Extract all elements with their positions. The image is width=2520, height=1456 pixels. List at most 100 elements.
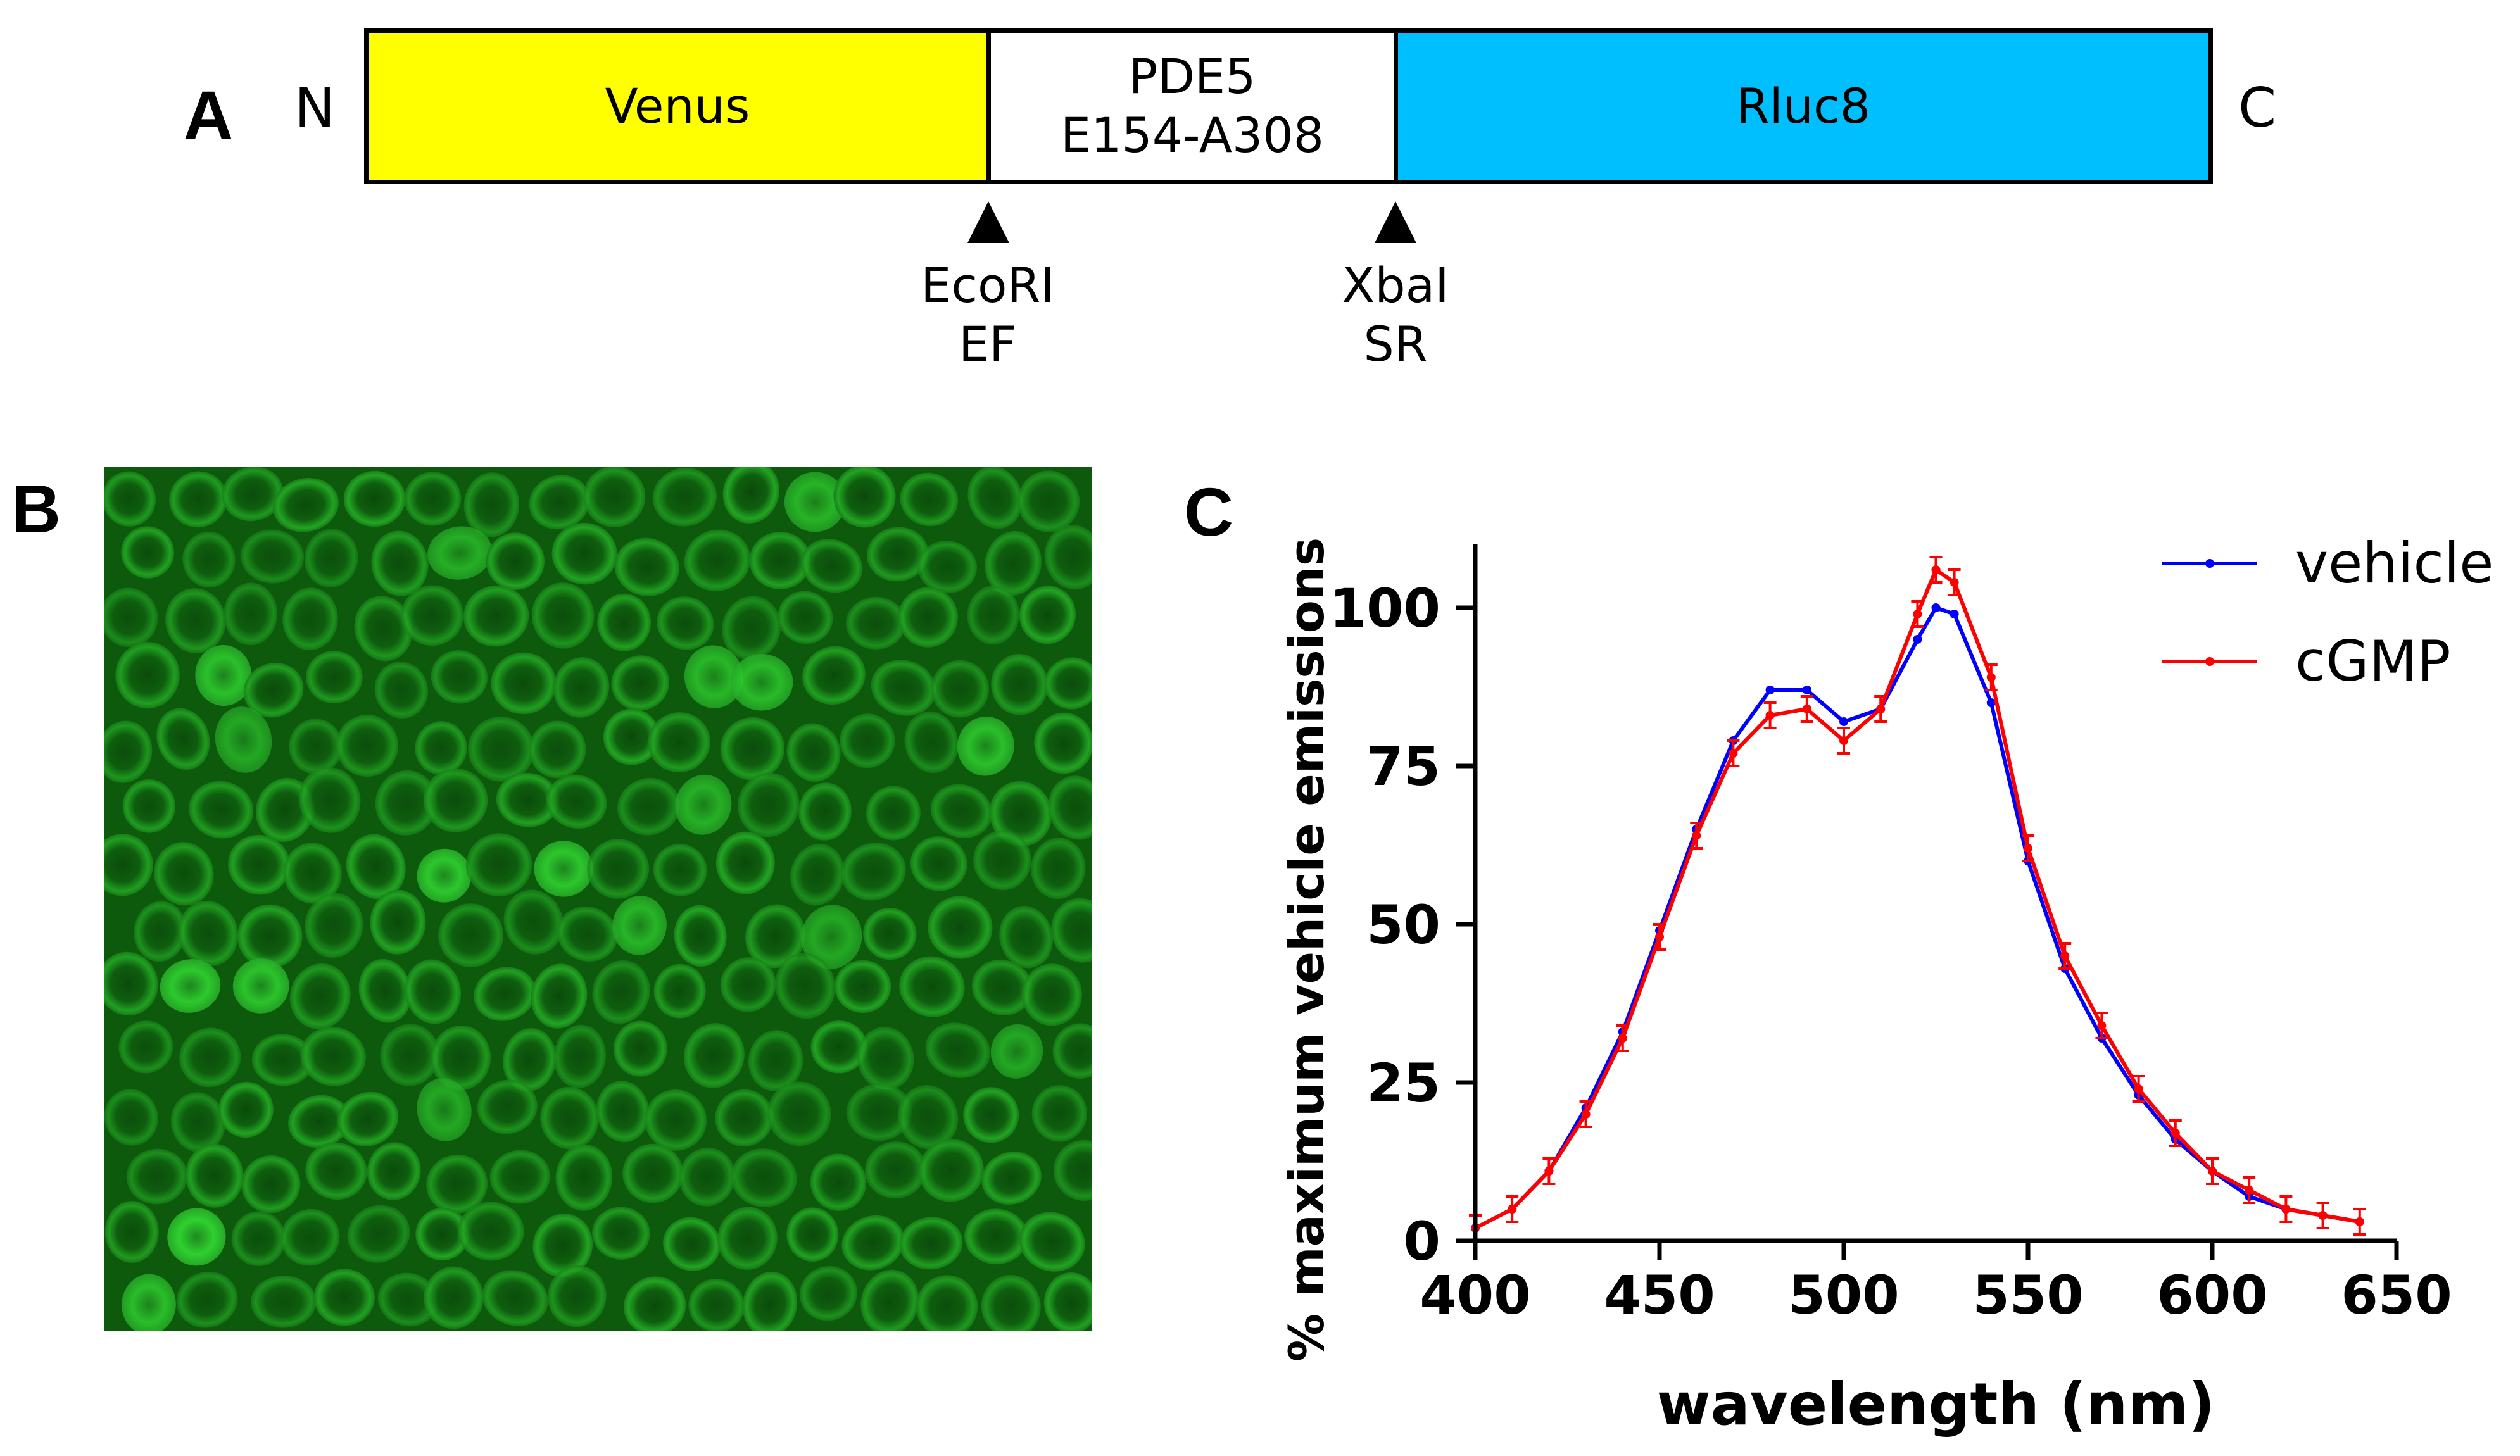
- cell: [846, 596, 906, 650]
- cell: [810, 1153, 867, 1211]
- data-point-cgmp: [1655, 932, 1664, 941]
- y-tick-label: 50: [1366, 894, 1440, 956]
- cell: [720, 717, 784, 781]
- c-terminus-label: C: [2238, 77, 2277, 140]
- cell: [115, 642, 180, 709]
- cell: [1052, 1023, 1092, 1079]
- cell: [251, 1275, 317, 1328]
- cell: [354, 596, 413, 662]
- cell: [904, 711, 959, 774]
- cell: [840, 713, 895, 769]
- cell: [1051, 898, 1092, 963]
- cell: [282, 587, 338, 651]
- cell: [228, 834, 291, 895]
- cell: [104, 1089, 158, 1146]
- cell: [377, 1272, 438, 1327]
- cell: [592, 1207, 650, 1260]
- data-point-cgmp: [1544, 1167, 1554, 1176]
- cell: [243, 663, 304, 718]
- cell: [841, 1215, 905, 1271]
- data-point-cgmp: [2097, 1021, 2107, 1030]
- cell: [280, 1208, 340, 1266]
- cell: [534, 841, 593, 897]
- data-point-cgmp: [1876, 705, 1886, 713]
- data-point-cgmp: [2060, 951, 2070, 960]
- x-tick-label: 500: [1788, 1264, 1899, 1326]
- cell: [722, 596, 781, 660]
- cell: [182, 531, 236, 588]
- cell: [557, 906, 618, 962]
- cell: [424, 1266, 484, 1329]
- cell: [438, 903, 503, 967]
- cell: [156, 708, 210, 770]
- cell: [415, 1208, 469, 1261]
- cell: [865, 1141, 926, 1199]
- cell: [553, 1024, 606, 1089]
- data-point-cgmp: [1931, 565, 1941, 574]
- cell: [622, 1143, 684, 1203]
- cell: [477, 1079, 538, 1134]
- cell: [304, 529, 358, 588]
- cell: [971, 959, 1033, 1015]
- xbai-residues-label: SR: [1363, 315, 1428, 372]
- cell: [675, 774, 732, 835]
- cell: [121, 526, 174, 579]
- cell: [104, 1201, 159, 1263]
- cell: [1031, 1085, 1087, 1142]
- cell: [273, 477, 339, 532]
- cell: [300, 1027, 366, 1086]
- cell: [458, 1202, 524, 1261]
- cell: [104, 834, 153, 896]
- cell: [1031, 838, 1086, 900]
- cell: [232, 958, 289, 1014]
- panel-label-b: B: [11, 470, 61, 547]
- cell: [603, 708, 660, 765]
- x-tick-label: 550: [1972, 1264, 2083, 1326]
- cell: [305, 893, 363, 958]
- cell: [899, 1217, 963, 1270]
- cell: [371, 530, 429, 596]
- cell: [337, 1091, 399, 1146]
- cell: [165, 588, 226, 653]
- cell: [195, 644, 252, 706]
- cell: [298, 767, 361, 833]
- data-point-cgmp: [2024, 844, 2032, 853]
- cell: [717, 1207, 778, 1271]
- cell: [289, 719, 343, 775]
- data-point-vehicle: [1765, 686, 1775, 694]
- cell: [663, 1217, 721, 1271]
- y-tick-label: 100: [1330, 577, 1440, 639]
- cell: [614, 1020, 667, 1077]
- cell: [964, 1208, 1028, 1265]
- cell: [910, 836, 967, 891]
- cell: [380, 1024, 439, 1086]
- cell: [860, 1269, 919, 1331]
- cell: [417, 1078, 472, 1141]
- cell: [237, 904, 303, 969]
- cell: [179, 1027, 241, 1088]
- cell: [790, 843, 845, 906]
- cell: [186, 1143, 244, 1208]
- cell: [347, 1205, 410, 1263]
- data-point-cgmp: [1765, 711, 1775, 720]
- cell: [529, 475, 590, 530]
- pde5-range-label: E154-A308: [1061, 107, 1324, 163]
- data-point-vehicle: [1839, 717, 1848, 726]
- cell: [715, 831, 775, 894]
- series-line-vehicle: [1474, 606, 2360, 1230]
- x-tick-label: 400: [1420, 1264, 1530, 1326]
- cell: [1021, 963, 1082, 1026]
- cell: [555, 1144, 613, 1211]
- cell: [833, 467, 896, 528]
- chart-legend: vehicle cGMP: [2162, 530, 2493, 694]
- cell: [532, 1214, 593, 1277]
- legend-cgmp-marker: [2205, 657, 2214, 666]
- cell: [611, 655, 669, 711]
- cell: [798, 782, 852, 841]
- legend-cgmp-label: cGMP: [2295, 629, 2451, 694]
- data-point-cgmp: [1508, 1205, 1517, 1214]
- cell: [215, 706, 272, 773]
- cell: [224, 582, 278, 646]
- xbai-site-marker-icon: [1375, 201, 1416, 243]
- cell: [679, 1147, 735, 1207]
